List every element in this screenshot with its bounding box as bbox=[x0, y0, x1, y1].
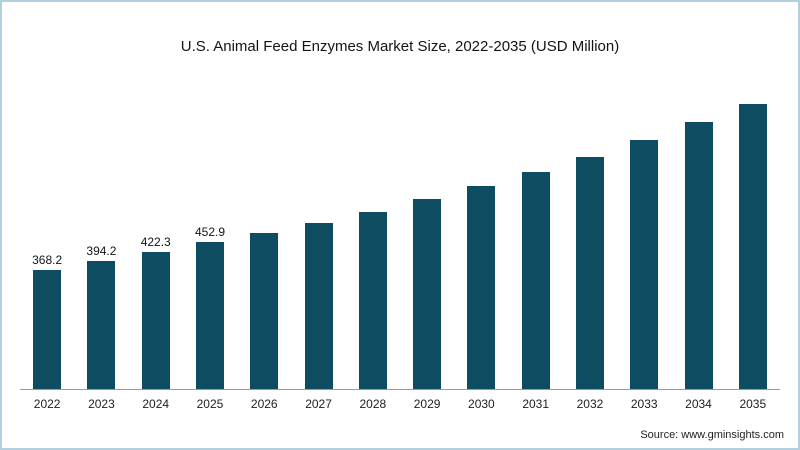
x-axis-tick-label: 2030 bbox=[468, 397, 495, 411]
bar-column: 394.2 bbox=[74, 244, 128, 389]
chart-title: U.S. Animal Feed Enzymes Market Size, 20… bbox=[180, 38, 620, 55]
bar-column bbox=[237, 233, 291, 389]
bar-column bbox=[726, 104, 780, 389]
source-text: Source: www.gminsights.com bbox=[640, 429, 784, 441]
bar-column bbox=[454, 186, 508, 389]
x-axis-tick-label: 2032 bbox=[576, 397, 604, 411]
bar bbox=[575, 157, 604, 389]
bar-value-label: 394.2 bbox=[86, 244, 117, 258]
bar bbox=[521, 172, 550, 389]
x-axis-tick-label: 2035 bbox=[739, 397, 767, 411]
bar-column bbox=[563, 157, 617, 389]
bar bbox=[738, 104, 767, 389]
x-axis-tick-label: 2029 bbox=[413, 397, 441, 411]
bar-column bbox=[346, 212, 400, 389]
x-axis-tick-label: 2025 bbox=[196, 397, 224, 411]
bar bbox=[87, 261, 116, 389]
x-axis-tick-label: 2026 bbox=[250, 397, 278, 411]
x-axis-tick-label: 2034 bbox=[685, 397, 712, 411]
bar bbox=[195, 242, 224, 389]
bar bbox=[358, 212, 387, 389]
bar-value-label: 368.2 bbox=[32, 253, 63, 267]
bars-row: 368.2 394.2 422.3 452.9 bbox=[20, 80, 780, 390]
x-axis-tick-label: 2027 bbox=[305, 397, 332, 411]
bar-column: 422.3 bbox=[129, 235, 183, 389]
bar-column bbox=[671, 122, 725, 389]
bar bbox=[684, 122, 713, 389]
bar-value-label: 452.9 bbox=[194, 225, 225, 239]
x-axis-tick-label: 2024 bbox=[142, 397, 170, 411]
x-axis-tick-label: 2033 bbox=[630, 397, 658, 411]
x-axis-tick-label: 2031 bbox=[522, 397, 550, 411]
x-axis-tick-label: 2028 bbox=[359, 397, 387, 411]
bar bbox=[250, 233, 279, 389]
bar bbox=[467, 186, 496, 389]
bar-column: 368.2 bbox=[20, 253, 74, 389]
bar bbox=[33, 270, 62, 389]
x-axis-tick-label: 2023 bbox=[88, 397, 115, 411]
bar-column bbox=[509, 172, 563, 389]
bar bbox=[304, 223, 333, 389]
bar bbox=[413, 199, 442, 389]
x-axis-tick-label: 2022 bbox=[33, 397, 61, 411]
x-axis-labels: 2022 2023 2024 2025 2026 2027 2028 2029 2030 2031… bbox=[20, 397, 780, 411]
bar-value-label: 422.3 bbox=[140, 235, 171, 249]
bar-column bbox=[400, 199, 454, 389]
bar bbox=[630, 140, 659, 389]
bar bbox=[141, 252, 170, 389]
bar-column bbox=[291, 223, 345, 389]
bar-column bbox=[617, 140, 671, 389]
bar-column: 452.9 bbox=[183, 225, 237, 389]
chart-area: 368.2 394.2 422.3 452.9 2022 2023 2024 2025 202… bbox=[20, 80, 780, 411]
